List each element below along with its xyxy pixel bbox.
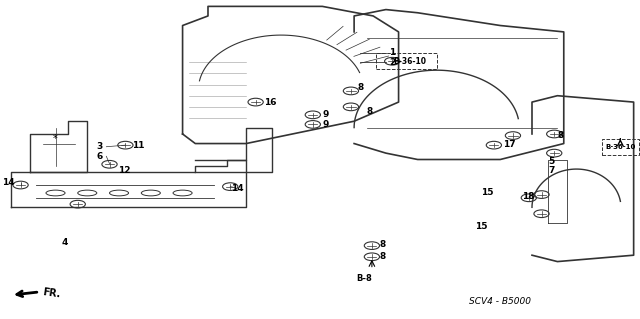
Text: *: * — [53, 134, 58, 144]
Text: 3: 3 — [97, 142, 103, 151]
Text: 15: 15 — [481, 189, 493, 197]
Text: 8: 8 — [367, 107, 373, 116]
Text: 8: 8 — [380, 240, 386, 249]
Text: 15: 15 — [475, 222, 487, 231]
Text: B-36-10: B-36-10 — [605, 144, 636, 150]
Text: B-8: B-8 — [356, 274, 371, 283]
Text: 18: 18 — [522, 192, 535, 201]
Text: 14: 14 — [2, 178, 15, 187]
Text: 14: 14 — [231, 184, 243, 193]
Text: SCV4 - B5000: SCV4 - B5000 — [469, 297, 531, 306]
Text: 16: 16 — [264, 98, 276, 107]
Text: 17: 17 — [504, 140, 516, 149]
Text: 6: 6 — [97, 152, 103, 161]
Text: 2: 2 — [389, 58, 396, 67]
Text: 5: 5 — [548, 157, 554, 166]
Text: 9: 9 — [323, 120, 329, 129]
Text: B-36-10: B-36-10 — [394, 57, 426, 66]
Text: 4: 4 — [62, 238, 68, 247]
Text: 8: 8 — [357, 83, 364, 92]
Text: 11: 11 — [132, 141, 144, 150]
Text: 12: 12 — [118, 166, 131, 174]
Text: 8: 8 — [557, 131, 564, 140]
Text: 8: 8 — [380, 252, 386, 261]
Text: 9: 9 — [323, 110, 329, 119]
Text: 7: 7 — [548, 166, 554, 175]
Text: FR.: FR. — [42, 287, 61, 299]
Text: 1: 1 — [389, 48, 396, 57]
